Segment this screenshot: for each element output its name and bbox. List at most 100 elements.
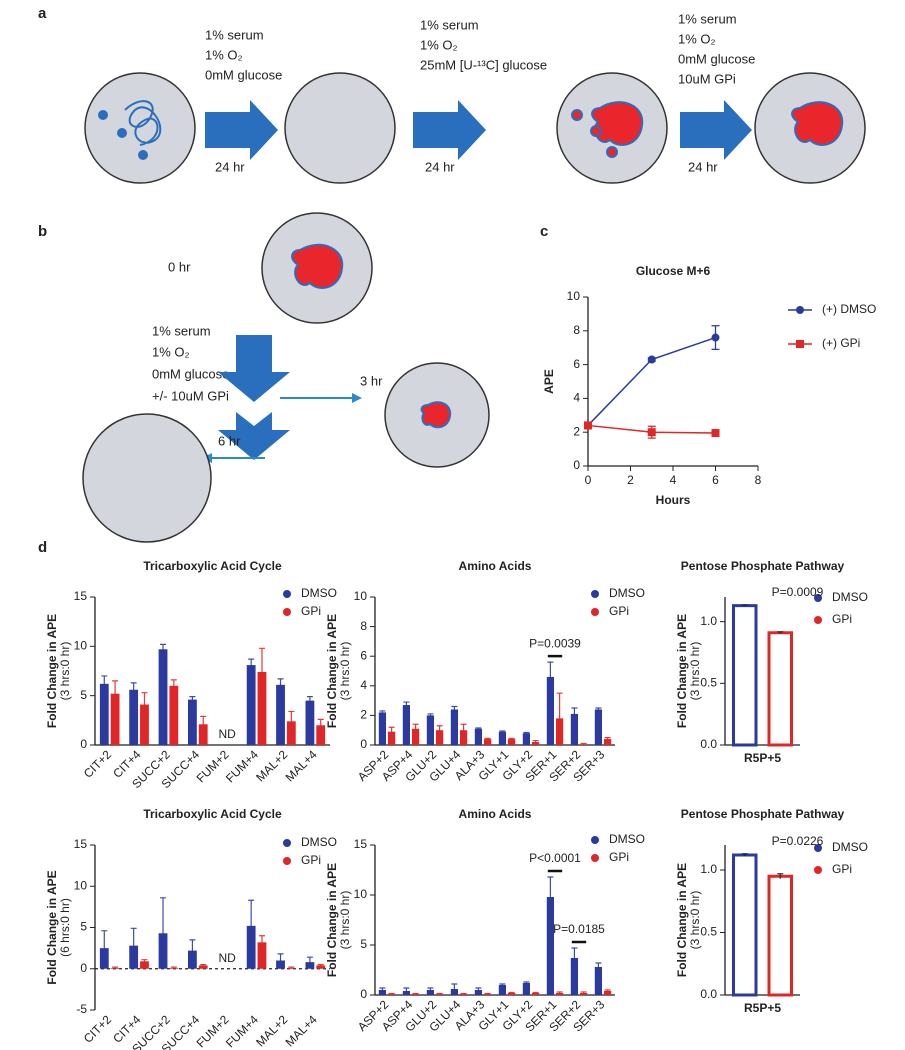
error-bar <box>248 899 255 952</box>
y-tick-label: 8 <box>573 323 580 337</box>
error-bar <box>141 692 148 717</box>
legend-label: (+) GPi <box>822 336 860 350</box>
y-tick-label: 6 <box>360 648 367 662</box>
condition: 1% serum <box>152 323 211 338</box>
error-bar <box>317 964 324 967</box>
legend-marker <box>814 616 822 624</box>
dot <box>98 110 108 120</box>
error-bar <box>741 853 748 857</box>
duration: 24 hr <box>215 159 245 174</box>
bar <box>474 990 482 995</box>
error-bar <box>604 989 611 992</box>
cytoskeleton <box>124 100 162 146</box>
error-bar <box>160 643 167 655</box>
y-axis-label: Fold Change in APE <box>325 614 339 728</box>
x-tick-label: CIT+2 <box>81 747 114 780</box>
condition: 10uM GPi <box>678 71 736 86</box>
error-bar <box>532 991 539 994</box>
cell <box>82 413 212 543</box>
error-bar <box>258 647 265 696</box>
y-tick-label: 5 <box>360 937 367 951</box>
error-bar <box>248 658 255 671</box>
y-tick-label: 0.0 <box>700 737 717 751</box>
glycogen <box>791 101 844 146</box>
error-bar <box>556 991 563 994</box>
error-bar <box>499 983 506 986</box>
legend-label: GPi <box>832 612 852 626</box>
bar <box>305 700 315 745</box>
bar <box>508 739 516 745</box>
legend-marker <box>591 590 599 598</box>
legend-label: DMSO <box>301 835 337 849</box>
bar <box>767 631 793 747</box>
error-bar <box>101 930 108 966</box>
x-axis-label: Hours <box>656 493 691 507</box>
legend-marker <box>591 836 599 844</box>
y-axis-label: Fold Change in APE <box>675 614 689 728</box>
x-tick-label: FUM+4 <box>223 1012 261 1050</box>
y-tick-label: 8 <box>360 619 367 633</box>
bar <box>316 965 326 969</box>
x-tick-label: CIT+2 <box>81 1012 114 1045</box>
bar <box>99 683 109 745</box>
legend-marker <box>283 839 291 847</box>
error-bar <box>388 992 395 995</box>
error-bar <box>547 661 554 692</box>
error-bar <box>460 992 467 995</box>
x-tick-label: 2 <box>627 473 634 487</box>
condition: 1% O₂ <box>205 47 243 62</box>
y-axis-label: Fold Change in APE <box>45 870 59 984</box>
error-bar <box>475 727 482 730</box>
error-bar <box>523 981 530 984</box>
error-bar <box>141 959 148 963</box>
bar <box>402 705 410 745</box>
bar <box>522 733 530 745</box>
y-tick-label: 2 <box>573 424 580 438</box>
bar <box>140 704 149 745</box>
condition: 1% serum <box>205 27 264 42</box>
x-tick-label: 8 <box>755 473 762 487</box>
error-bar <box>160 897 167 969</box>
bar <box>378 990 386 995</box>
bar <box>129 689 139 745</box>
y-tick-label: 0.5 <box>700 925 717 939</box>
error-bar <box>112 966 119 969</box>
legend-marker <box>283 608 291 616</box>
error-bar <box>547 876 554 917</box>
y-axis-label: Fold Change in APE <box>675 863 689 977</box>
point <box>647 355 656 364</box>
x-tick-label: MAL+2 <box>253 1012 290 1049</box>
bar <box>426 715 434 745</box>
series-line <box>587 336 716 426</box>
annotation: P=0.0226 <box>772 834 824 848</box>
error-bar <box>484 737 491 740</box>
error-bar <box>508 991 515 994</box>
legend-label: DMSO <box>301 586 337 600</box>
glycogen <box>420 401 452 429</box>
cell <box>84 72 196 184</box>
bar <box>316 725 326 745</box>
y-tick-label: 0 <box>80 961 87 975</box>
chart-title: Amino Acids <box>459 559 532 573</box>
dot <box>117 128 127 138</box>
error-bar <box>523 731 530 734</box>
y-tick-label: 5 <box>80 688 87 702</box>
dot <box>606 146 618 158</box>
error-bar <box>200 715 207 733</box>
condition: 1% O₂ <box>420 37 458 52</box>
y-tick-label: 10 <box>354 887 368 901</box>
error-bar <box>403 987 410 994</box>
legend-marker <box>796 340 804 348</box>
error-bar <box>170 679 177 692</box>
error-bar <box>130 682 137 697</box>
condition: 0mM glucose <box>678 51 755 66</box>
bar <box>198 724 208 745</box>
error-bar <box>189 696 196 703</box>
x-tick-label: 4 <box>670 473 677 487</box>
error-bar <box>379 710 386 714</box>
condition: 0mM glucose <box>152 366 229 381</box>
legend-marker <box>591 608 599 616</box>
y-tick-label: 0.0 <box>700 987 717 1001</box>
y-tick-label: 10 <box>74 639 88 653</box>
